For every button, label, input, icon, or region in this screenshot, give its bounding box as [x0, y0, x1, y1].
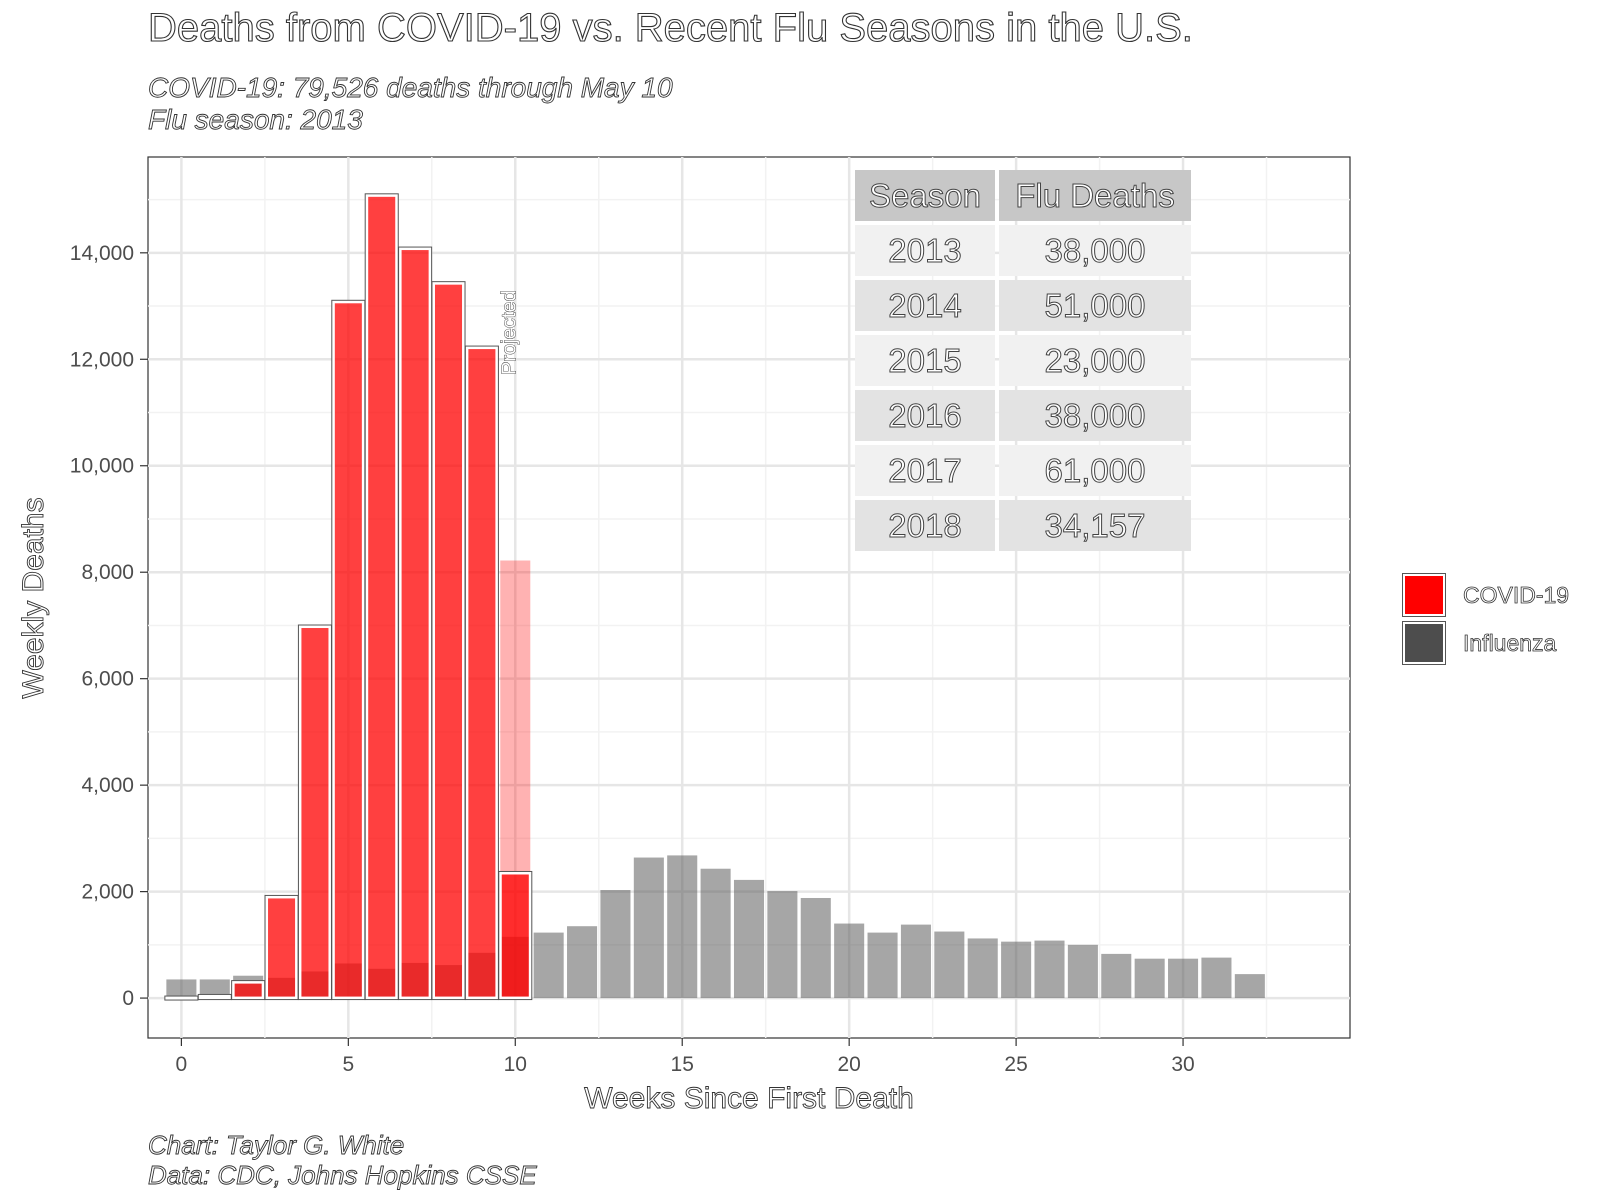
- bar-covid: [164, 996, 198, 1001]
- legend-item-covid: COVID-19: [1402, 572, 1570, 618]
- bar-influenza: [1234, 974, 1265, 999]
- bar-influenza: [834, 923, 865, 999]
- y-tick-label: 10,000: [70, 455, 134, 478]
- table-row: 2015 23,000: [855, 335, 1191, 386]
- table-row: 2016 38,000: [855, 390, 1191, 441]
- y-tick-label: 12,000: [70, 348, 134, 371]
- y-tick-label: 2,000: [81, 881, 134, 904]
- bar-covid: [298, 625, 332, 1000]
- bar-covid: [398, 247, 432, 1000]
- bar-covid: [265, 895, 299, 1000]
- x-tick-label: 25: [1004, 1053, 1027, 1076]
- legend-swatch-covid: [1402, 573, 1446, 617]
- bar-covid: [465, 346, 499, 1000]
- bar-covid: [198, 994, 232, 1000]
- bar-influenza: [767, 891, 798, 999]
- table-cell-deaths: 23,000: [999, 335, 1191, 386]
- bar-influenza: [934, 931, 965, 999]
- table-cell-deaths: 38,000: [999, 390, 1191, 441]
- x-tick-label: 15: [671, 1053, 694, 1076]
- x-tick-label: 10: [504, 1053, 527, 1076]
- table-cell-deaths: 61,000: [999, 445, 1191, 496]
- y-tick-label: 14,000: [70, 242, 134, 265]
- table-cell-season: 2018: [855, 500, 995, 551]
- axes: 0 5 10 15 20 25 30 0 2,000 4,000 6,000 8,000 10,000 1…: [70, 242, 1195, 1076]
- x-tick-label: 20: [837, 1053, 860, 1076]
- table-cell-season: 2015: [855, 335, 995, 386]
- x-axis-title: Weeks Since First Death: [584, 1082, 914, 1116]
- y-tick-label: 8,000: [81, 561, 134, 584]
- y-tick-label: 0: [122, 987, 134, 1010]
- influenza-bars: [166, 855, 1265, 999]
- bar-covid-outline: [498, 870, 533, 1001]
- projected-label: Projected: [498, 290, 520, 375]
- bar-influenza: [533, 932, 564, 999]
- table-row: 2013 38,000: [855, 225, 1191, 276]
- bar-covid: [365, 193, 399, 1000]
- table-cell-season: 2016: [855, 390, 995, 441]
- chart-caption-line-1: Chart: Taylor G. White: [148, 1130, 405, 1161]
- table-cell-deaths: 38,000: [999, 225, 1191, 276]
- table-cell-season: 2013: [855, 225, 995, 276]
- bar-covid: [331, 300, 365, 1000]
- bar-influenza: [1201, 957, 1232, 999]
- legend-item-influenza: Influenza: [1402, 620, 1557, 666]
- bar-covid: [231, 980, 265, 1000]
- x-tick-label: 0: [176, 1053, 188, 1076]
- x-tick-label: 5: [342, 1053, 354, 1076]
- table-header-row: Season Flu Deaths: [855, 170, 1191, 221]
- bar-covid: [498, 871, 532, 1000]
- x-tick-label: 30: [1171, 1053, 1194, 1076]
- bar-influenza: [1101, 953, 1132, 999]
- bar-covid: [431, 281, 466, 1000]
- bar-influenza: [1034, 940, 1065, 999]
- bar-influenza: [633, 857, 664, 999]
- bar-covid-outline: [464, 345, 499, 1001]
- bar-influenza: [800, 897, 831, 999]
- chart-subtitle-line-1: COVID-19: 79,526 deaths through May 10: [148, 72, 673, 104]
- bar-influenza: [667, 855, 698, 999]
- table-row: 2017 61,000: [855, 445, 1191, 496]
- bar-influenza: [567, 926, 598, 999]
- chart-subtitle-line-2: Flu season: 2013: [148, 104, 364, 136]
- table-cell-season: 2017: [855, 445, 995, 496]
- chart-caption-line-2: Data: CDC, Johns Hopkins CSSE: [148, 1160, 538, 1191]
- bar-influenza: [700, 868, 731, 999]
- bar-influenza: [1001, 941, 1032, 999]
- bar-influenza: [166, 979, 197, 999]
- table-header-season: Season: [855, 170, 995, 221]
- y-tick-label: 6,000: [81, 668, 134, 691]
- bar-influenza: [199, 979, 230, 999]
- bar-influenza: [600, 890, 631, 999]
- table-row: 2014 51,000: [855, 280, 1191, 331]
- bar-influenza: [867, 932, 898, 999]
- chart-title: Deaths from COVID-19 vs. Recent Flu Seas…: [147, 5, 1193, 50]
- bar-influenza: [900, 924, 931, 999]
- bar-influenza: [733, 879, 765, 999]
- table-cell-deaths: 34,157: [999, 500, 1191, 551]
- bar-influenza: [1134, 958, 1165, 999]
- y-axis-title: Weekly Deaths: [17, 497, 51, 699]
- flu-season-table: Season Flu Deaths 2013 38,000 2014 51,00…: [851, 166, 1195, 555]
- bar-influenza: [967, 938, 998, 999]
- legend-label-covid: COVID-19: [1463, 581, 1570, 608]
- table-cell-deaths: 51,000: [999, 280, 1191, 331]
- bar-influenza: [1067, 944, 1098, 999]
- legend-swatch-influenza: [1402, 621, 1446, 665]
- bar-influenza: [1168, 958, 1199, 999]
- covid-bars: [164, 193, 533, 1001]
- y-tick-label: 4,000: [81, 774, 134, 797]
- table-cell-season: 2014: [855, 280, 995, 331]
- legend-label-influenza: Influenza: [1463, 629, 1557, 656]
- table-row: 2018 34,157: [855, 500, 1191, 551]
- table-header-flu-deaths: Flu Deaths: [999, 170, 1191, 221]
